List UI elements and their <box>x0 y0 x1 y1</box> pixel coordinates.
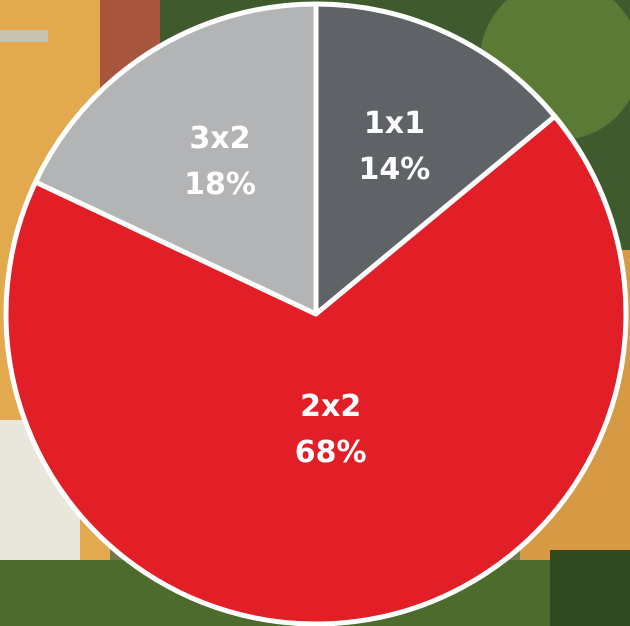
slice-category-label: 1x1 <box>364 106 425 141</box>
page: {"chart_data": {"type": "pie", "categori… <box>0 0 630 626</box>
slice-category-label: 2x2 <box>300 389 361 424</box>
chart: 1x1 14% 2x2 68% 3x2 18% <box>0 0 630 626</box>
slice-value-label: 18% <box>184 167 256 202</box>
slice-value-label: 68% <box>295 435 367 470</box>
slice-category-label: 3x2 <box>189 121 250 156</box>
slice-value-label: 14% <box>358 152 430 187</box>
